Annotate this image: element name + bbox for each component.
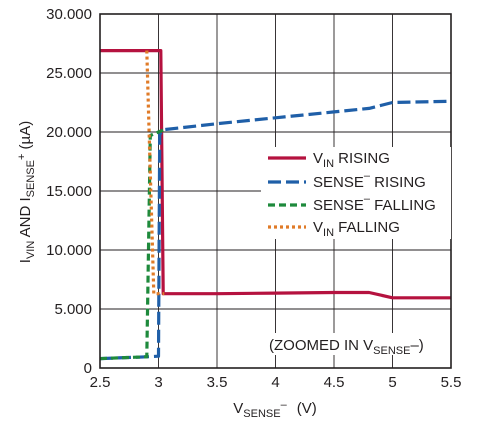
x-tick-label: 5 [388, 374, 396, 391]
y-tick-label: 0 [84, 360, 92, 377]
legend-label-sense-falling: SENSE– FALLING [313, 193, 436, 214]
x-tick-label: 3 [154, 374, 162, 391]
y-tick-label: 20.000 [46, 124, 92, 141]
y-tick-label: 15.000 [46, 183, 92, 200]
y-tick-label: 30.000 [46, 6, 92, 23]
annotation-background [265, 333, 445, 355]
series-sense-falling [99, 128, 165, 361]
y-tick-labels: 0 5.000 10.000 15.000 20.000 25.000 30.000 [46, 6, 92, 377]
legend-background [261, 147, 451, 239]
y-tick-label: 5.000 [54, 301, 92, 318]
x-tick-label: 2.5 [90, 374, 111, 391]
x-tick-label: 4.5 [324, 374, 345, 391]
annotation-text: (ZOOMED IN VSENSE–) [269, 337, 424, 357]
series-vin-falling [145, 50, 165, 296]
x-tick-label: 4 [271, 374, 279, 391]
series-vin-rising [100, 49, 451, 300]
x-axis-title: VSENSE– (V) [233, 399, 316, 420]
y-tick-label: 25.000 [46, 65, 92, 82]
legend-item-vin-rising: VIN RISING [268, 150, 390, 170]
y-tick-label: 10.000 [46, 242, 92, 259]
series-sense-rising [99, 99, 452, 361]
x-tick-label: 5.5 [441, 374, 462, 391]
x-tick-label: 3.5 [207, 374, 228, 391]
legend-label-vin-rising: VIN RISING [313, 150, 390, 170]
y-axis-title: IVIN AND ISENSE+ (µA) [16, 121, 37, 263]
legend-label-sense-rising: SENSE– RISING [313, 170, 426, 191]
zoom-annotation: (ZOOMED IN VSENSE–) [265, 333, 445, 357]
legend-label-vin-falling: VIN FALLING [313, 219, 400, 239]
x-tick-labels: 2.5 3 3.5 4 4.5 5 5.5 [90, 374, 462, 391]
legend-item-sense-rising: SENSE– RISING [268, 170, 426, 191]
legend-item-sense-falling: SENSE– FALLING [268, 193, 436, 214]
series-layer [99, 49, 452, 361]
legend-item-vin-falling: VIN FALLING [268, 219, 400, 239]
legend: VIN RISING SENSE– RISING SENSE– FALLING … [261, 147, 451, 239]
